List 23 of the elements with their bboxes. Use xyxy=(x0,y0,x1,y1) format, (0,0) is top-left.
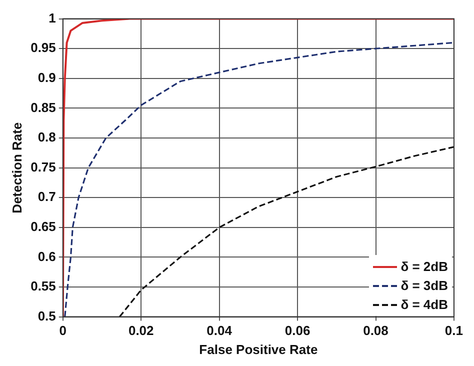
y-tick-label: 0.6 xyxy=(38,248,56,264)
y-tick-label: 0.9 xyxy=(38,70,56,85)
x-tick-label: 0.08 xyxy=(363,323,388,338)
line-series xyxy=(118,146,454,317)
legend-label: δ = 2dB xyxy=(400,259,448,274)
y-tick-label: 0.5 xyxy=(38,308,56,324)
y-tick-label: 0.8 xyxy=(38,130,56,145)
x-tick-label: 0 xyxy=(59,323,67,338)
legend-label: δ = 3dB xyxy=(400,278,448,293)
y-tick-label: 0.95 xyxy=(30,40,56,56)
x-tick-label: 0.04 xyxy=(206,323,233,338)
y-axis-title: Detection Rate xyxy=(9,122,24,214)
y-tick-label: 0.55 xyxy=(30,278,56,294)
x-tick-label: 0.02 xyxy=(128,323,154,338)
x-axis-title: False Positive Rate xyxy=(199,342,318,357)
y-tick-label: 0.7 xyxy=(38,189,56,204)
x-tick-label: 0.1 xyxy=(444,323,464,338)
y-tick-label: 0.65 xyxy=(30,218,56,234)
x-tick-label: 0.06 xyxy=(284,323,310,338)
y-tick-label: 0.75 xyxy=(30,159,56,174)
y-tick-label: 1 xyxy=(48,10,56,26)
legend-label: δ = 4dB xyxy=(400,297,448,312)
y-tick-label: 0.85 xyxy=(30,100,56,115)
